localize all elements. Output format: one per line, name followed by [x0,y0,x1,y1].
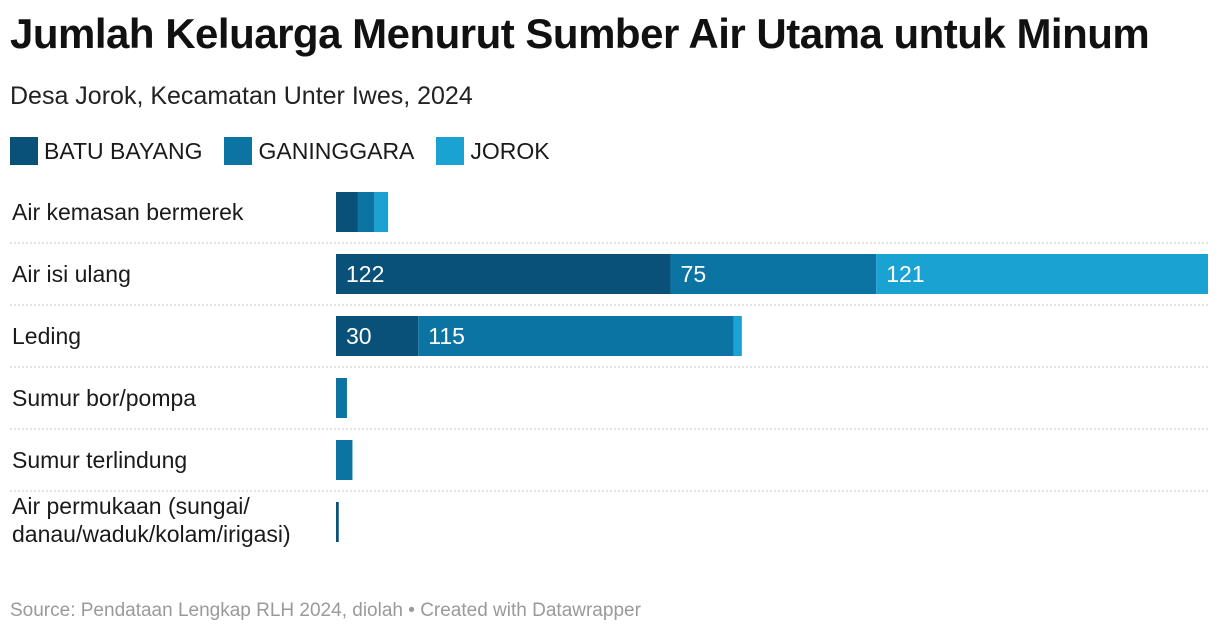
legend-label-jorok: JOROK [470,137,550,164]
category-label-sumur-bor-pompa: Sumur bor/pompa [12,385,196,411]
value-label-ganinggara-leding: 115 [428,323,465,349]
bar-batu-bayang-leding [336,316,419,356]
value-label-batu-bayang-leding: 30 [346,323,372,349]
legend-item-jorok: JOROK [436,137,550,165]
bar-ganinggara-sumur-bor-pompa [336,378,347,418]
bar-jorok-air-isi-ulang [876,254,1208,294]
category-label-sumur-terlindung: Sumur terlindung [12,447,187,473]
stacked-bar-chart: Air kemasan bermerek Air isi ulang 122 75 12… [10,192,1210,547]
category-label-leding: Leding [12,323,81,349]
bar-ganinggara-leding [418,316,734,356]
footer-separator: • [402,600,421,621]
category-label-air-permukaan-sungai-danau-waduk-kolam-irigasi: Air permukaan (sungai/danau/waduk/kolam/… [12,493,291,547]
legend-item-ganinggara: GANINGGARA [224,137,414,165]
category-label-air-kemasan-bermerek: Air kemasan bermerek [12,199,244,225]
legend-label-ganinggara: GANINGGARA [258,137,415,164]
bar-jorok-leding [733,316,742,356]
bar-jorok-air-kemasan-bermerek [374,192,389,232]
category-label-air-isi-ulang: Air isi ulang [12,261,131,287]
bar-ganinggara-sumur-terlindung [336,440,353,480]
bar-ganinggara-air-kemasan-bermerek [357,192,375,232]
bar-batu-bayang-air-kemasan-bermerek [336,192,358,232]
chart-subtitle: Desa Jorok, Kecamatan Unter Iwes, 2024 [10,82,473,110]
source-note: Source: Pendataan Lengkap RLH 2024, diol… [10,600,403,621]
legend-label-batu-bayang: BATU BAYANG [44,137,203,164]
value-label-ganinggara-air-isi-ulang: 75 [681,261,707,287]
value-label-batu-bayang-air-isi-ulang: 122 [346,261,384,287]
bar-batu-bayang-air-permukaan-sungai-danau-waduk-kolam-irigasi [336,502,339,542]
legend-swatch-jorok [436,137,465,165]
credit-note: Created with Datawrapper [420,600,641,621]
legend-swatch-ganinggara [224,137,253,165]
footer: Source: Pendataan Lengkap RLH 2024, diol… [10,600,641,622]
legend-item-batu-bayang: BATU BAYANG [10,137,202,165]
bar-batu-bayang-air-isi-ulang [336,254,671,294]
value-label-jorok-air-isi-ulang: 121 [886,261,924,287]
legend: BATU BAYANG GANINGGARA JOROK [10,137,572,165]
chart-title: Jumlah Keluarga Menurut Sumber Air Utama… [10,10,1150,57]
legend-swatch-batu-bayang [10,137,38,165]
bar-ganinggara-air-isi-ulang [670,254,877,294]
